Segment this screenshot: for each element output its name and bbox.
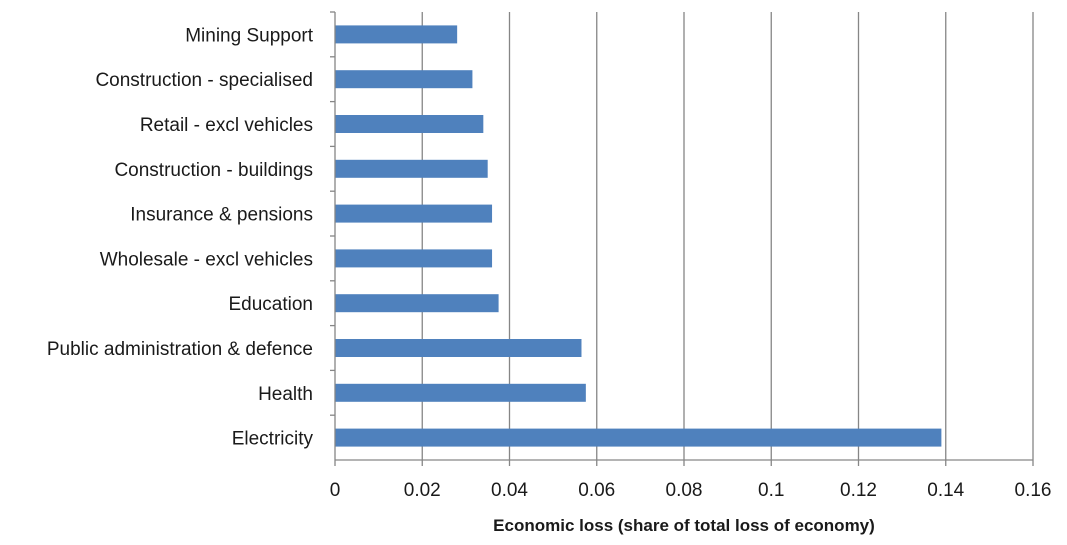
category-label: Public administration & defence [47,339,313,360]
bars [335,25,942,447]
bar [335,383,586,402]
bar [335,204,493,223]
bar [335,70,473,89]
bar [335,339,582,357]
x-axis-title: Economic loss (share of total loss of ec… [493,516,875,535]
bar [335,428,942,447]
x-tick-label: 0.12 [840,480,877,501]
category-label: Insurance & pensions [130,205,313,226]
category-label: Retail - excl vehicles [140,115,313,136]
category-labels: Mining Support Construction - specialised… [47,25,314,449]
bar [335,25,458,44]
x-tick-labels: 0 0.02 0.04 0.06 0.08 0.1 0.12 0.14 0.16 [330,480,1052,501]
category-label: Education [228,294,313,315]
axes [330,11,1034,466]
category-label: Health [258,384,313,405]
bar [335,249,493,268]
bar [335,115,484,133]
bar [335,294,499,313]
x-tick-label: 0.08 [666,480,703,501]
x-tick-label: 0.14 [927,480,964,501]
category-label: Electricity [232,429,314,450]
x-tick-label: 0.02 [404,480,441,501]
x-tick-label: 0.16 [1015,480,1052,501]
x-tick-label: 0.04 [491,480,528,501]
x-tick-label: 0 [330,480,341,501]
gridlines [421,12,1034,460]
category-label: Construction - buildings [114,160,313,181]
category-label: Wholesale - excl vehicles [100,249,313,270]
category-label: Mining Support [185,25,314,46]
category-label: Construction - specialised [95,70,313,91]
x-tick-label: 0.06 [578,480,615,501]
x-tick-label: 0.1 [758,480,784,501]
bar [335,159,488,178]
